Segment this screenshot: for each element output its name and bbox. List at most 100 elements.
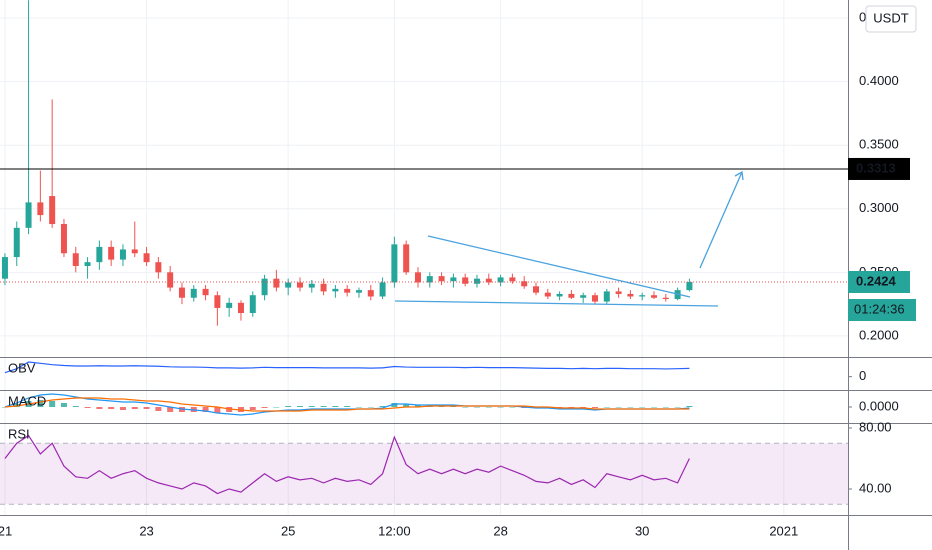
candle-body [285, 282, 292, 288]
histogram-bar [662, 407, 669, 408]
x-tick-label: 25 [281, 523, 295, 538]
candle-body [473, 278, 480, 284]
candle-body [344, 288, 351, 293]
pane-title: RSI [8, 426, 30, 441]
macd-line [4, 393, 690, 416]
y-tick-label: 0 [859, 368, 866, 383]
y-tick-label: 0.3000 [859, 200, 899, 215]
candle-body [119, 249, 126, 260]
candle-body [25, 202, 32, 228]
pane-title: MACD [8, 393, 46, 408]
candle-body [379, 282, 386, 297]
candle-body [167, 272, 174, 288]
y-tick-label: 40.00 [859, 480, 892, 495]
histogram-bar [202, 407, 209, 412]
currency-button[interactable] [865, 5, 917, 33]
histogram-bar [509, 407, 516, 408]
histogram-bar [155, 407, 162, 411]
arrow-head [734, 170, 744, 181]
candle-body [273, 278, 280, 288]
candle-body [1, 257, 8, 279]
labels: 21232512:00283020210.20000.25000.30000.3… [0, 5, 917, 538]
histogram-bar [72, 406, 79, 407]
candle-body [143, 253, 150, 263]
histogram-bar [391, 403, 398, 407]
candle-body [237, 302, 244, 314]
countdown: 01:24:36 [854, 301, 905, 316]
candle-body [426, 276, 433, 283]
histogram-bar [355, 407, 362, 408]
histogram-bar [273, 407, 280, 408]
candle-body [72, 253, 79, 266]
histogram-bar [1, 407, 8, 408]
candle-body [214, 295, 221, 308]
candle-body [355, 290, 362, 293]
price-label-box [848, 270, 910, 293]
candle-body [332, 288, 339, 292]
candle-body [308, 283, 315, 288]
x-tick-label: 21 [0, 523, 12, 538]
candle-body [13, 227, 20, 258]
histogram-bar [84, 407, 91, 408]
candle-body [261, 278, 268, 296]
candle-body [96, 246, 103, 263]
histogram-bar [485, 407, 492, 408]
histogram-bar [143, 407, 150, 409]
x-tick-label: 28 [493, 523, 507, 538]
trend-line [427, 235, 691, 298]
histogram-bar [49, 401, 56, 407]
x-tick-label: 23 [139, 523, 153, 538]
histogram-bar [60, 403, 67, 407]
countdown-box [848, 298, 916, 321]
histogram-bar [249, 407, 256, 410]
histogram-bar [403, 404, 410, 407]
currency-label: USDT [873, 10, 908, 25]
candle-body [580, 295, 587, 298]
histogram-bar [108, 407, 115, 409]
candle-body [462, 277, 469, 284]
candle-body [532, 286, 539, 293]
candle-body [591, 295, 598, 302]
histogram-bar [686, 406, 693, 407]
candle-body [509, 277, 516, 282]
candle-body [414, 272, 421, 283]
candle-body [226, 302, 233, 308]
histogram-bar [96, 407, 103, 409]
grid [0, 0, 852, 515]
price-label: 0.2424 [856, 273, 897, 288]
candle-body [178, 287, 185, 298]
pane-title: OBV [8, 360, 36, 375]
candle-body [450, 277, 457, 282]
candle-body [249, 295, 256, 314]
histogram-bar [627, 407, 634, 408]
signal-line [4, 397, 690, 412]
candle-body [497, 277, 504, 283]
y-tick-label: 80.00 [859, 419, 892, 434]
candle-body [662, 297, 669, 300]
histogram-bar [261, 407, 268, 408]
histogram-bar [167, 407, 174, 412]
candle-body [108, 246, 115, 260]
candle-body [568, 293, 575, 298]
histogram-bar [639, 407, 646, 408]
obv-line [4, 361, 690, 374]
candle-body [544, 292, 551, 297]
drawings [394, 170, 744, 307]
histogram-bar [285, 406, 292, 407]
candle-body [190, 288, 197, 298]
histogram-bar [119, 407, 126, 410]
y-tick-label: 0.4000 [859, 73, 899, 88]
histogram-bar [131, 407, 138, 409]
candle-body [367, 290, 374, 297]
candle-body [403, 244, 410, 273]
candle-body [391, 244, 398, 283]
arrow [699, 171, 743, 269]
hline-label: 0.3313 [856, 160, 896, 175]
y-tick-label: 0.3500 [859, 137, 899, 152]
histogram-bar [497, 407, 504, 408]
candle-body [37, 202, 44, 216]
candle-body [60, 224, 67, 254]
histogram-bar [414, 405, 421, 407]
